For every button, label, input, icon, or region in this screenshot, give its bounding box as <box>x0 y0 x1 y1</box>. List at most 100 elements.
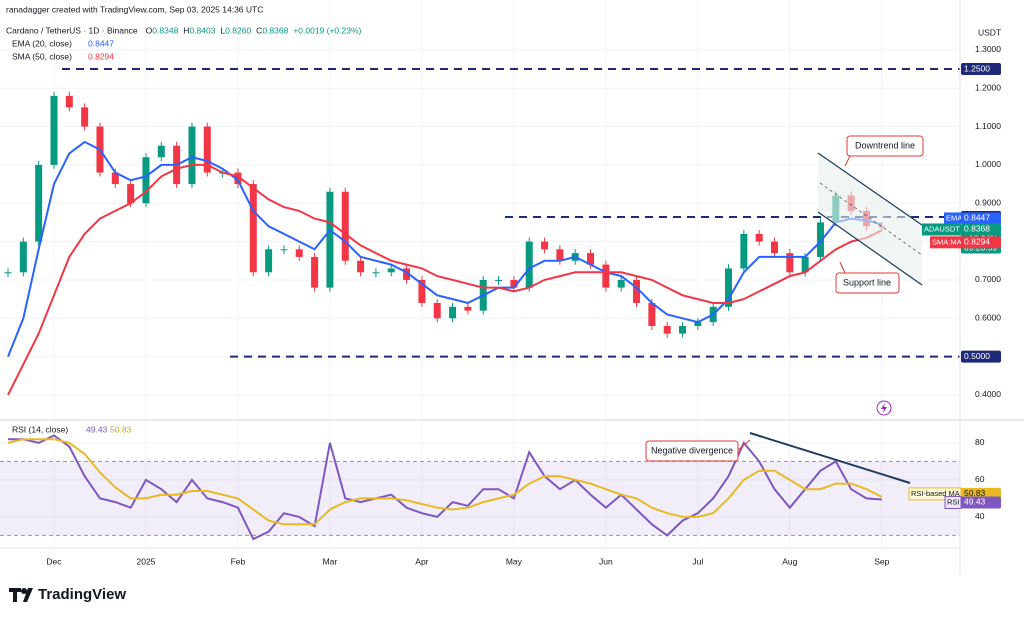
candle <box>357 260 365 273</box>
rsi-value: 49.43 <box>86 424 108 434</box>
name-tag <box>922 223 961 236</box>
y-tick-label: 1.3000 <box>975 44 1001 54</box>
annotation: Support line <box>843 277 891 287</box>
candle <box>633 279 641 303</box>
indicator-name: EMA (20, close) <box>12 38 72 48</box>
support-line <box>817 211 923 286</box>
value-tag-label: 49.43 <box>964 497 986 507</box>
callout-box <box>645 440 739 462</box>
logo-mark <box>9 588 33 602</box>
rsi-band-fill <box>0 461 960 536</box>
candle <box>525 241 533 288</box>
ohlc: O 0.8348 H 0.8403 L 0.8260 C 0.8368 +0.0019 (+0.… <box>146 25 362 35</box>
ohlc-value: 0.8368 <box>262 25 288 35</box>
level-tag-label: 0.5000 <box>964 351 990 361</box>
candle <box>771 241 778 254</box>
candle <box>203 126 211 173</box>
rsi-ma-value: 50.83 <box>110 424 132 434</box>
indicator-value: 0.8447 <box>88 38 114 48</box>
candle <box>50 95 58 165</box>
change: +0.0019 (+0.23%) <box>293 25 361 35</box>
candle <box>249 184 257 273</box>
x-tick-label: May <box>506 556 523 566</box>
candle <box>4 272 12 274</box>
value-tag-label: 0.8294 <box>964 237 990 247</box>
candle <box>541 241 549 250</box>
y-tick-label: 1.0000 <box>975 159 1001 169</box>
alert-bolt <box>881 403 887 413</box>
alert-icon <box>876 400 892 416</box>
candle <box>816 222 824 257</box>
x-tick-label: Jul <box>692 556 703 566</box>
ohlc-key: L <box>220 25 225 35</box>
candle <box>556 249 564 261</box>
currency: USDT <box>978 27 1001 37</box>
axis-tags: 1.25000.86430.5000EMA0.8447ADAUSDT0.8368… <box>908 63 1001 509</box>
candle <box>679 325 687 334</box>
value-tag-label: 0.8447 <box>964 213 990 223</box>
grid: 1.30001.20001.10001.00000.90000.80000.70… <box>0 0 1001 566</box>
name-tag-label: RSI-based MA <box>911 489 960 498</box>
series-line <box>7 163 883 396</box>
level-tag <box>961 350 1001 363</box>
x-tick-label: Jun <box>599 556 613 566</box>
candle <box>111 172 119 185</box>
x-tick-label: Aug <box>782 556 797 566</box>
marks <box>4 68 960 541</box>
annotation: Negative divergence <box>651 445 733 455</box>
candle <box>65 95 73 108</box>
candle <box>403 268 411 280</box>
y-tick-label: 1.2000 <box>975 82 1001 92</box>
name-tag-label: RSI <box>947 497 960 506</box>
candle <box>648 302 656 326</box>
x-tick-label: Sep <box>874 556 889 566</box>
x-tick-label: Feb <box>231 556 246 566</box>
level-tag <box>961 63 1001 76</box>
channel-fill <box>818 153 922 285</box>
candle <box>127 184 135 204</box>
value-tag <box>961 212 1001 225</box>
candle <box>694 322 702 326</box>
callout-box <box>846 135 924 157</box>
channel-mid <box>819 182 923 256</box>
callout-box <box>835 272 900 294</box>
x-tick-label: Apr <box>415 556 428 566</box>
candle <box>295 249 303 257</box>
candle <box>786 253 794 273</box>
divergence-line <box>749 432 911 484</box>
value-tag <box>961 236 1001 249</box>
x-tick-label: 2025 <box>137 556 156 566</box>
candle <box>464 306 472 311</box>
callout-pointer <box>839 261 846 274</box>
value-tag <box>961 496 1001 509</box>
ohlc-key: O <box>146 25 153 35</box>
candle <box>617 279 625 288</box>
candle <box>265 249 273 273</box>
candle <box>35 164 43 242</box>
callout-pointer <box>844 155 851 167</box>
candle <box>188 126 196 185</box>
credit: ranadagger created with TradingView.com,… <box>6 4 263 14</box>
callout-pointer <box>737 439 751 451</box>
y-tick-label: 40 <box>975 511 985 521</box>
candle <box>587 253 595 265</box>
y-tick-label: 0.6000 <box>975 313 1001 323</box>
rsi-band <box>0 460 960 536</box>
candle <box>418 279 426 303</box>
candle <box>387 268 395 273</box>
y-tick-label: 0.9000 <box>975 197 1001 207</box>
candle <box>740 233 748 269</box>
candle <box>495 279 503 281</box>
indicator-value: 0.8294 <box>88 51 114 61</box>
candle <box>663 325 671 334</box>
candle <box>142 157 150 204</box>
ohlc-key: C <box>256 25 262 35</box>
candle <box>801 256 809 273</box>
annotation: Downtrend line <box>855 140 915 150</box>
x-tick-label: Dec <box>46 556 62 566</box>
y-tick-label: 60 <box>975 474 985 484</box>
name-tag <box>944 212 961 225</box>
candle <box>725 268 733 307</box>
name-tag-label: SMA:MA <box>932 237 962 246</box>
candle <box>602 264 610 288</box>
